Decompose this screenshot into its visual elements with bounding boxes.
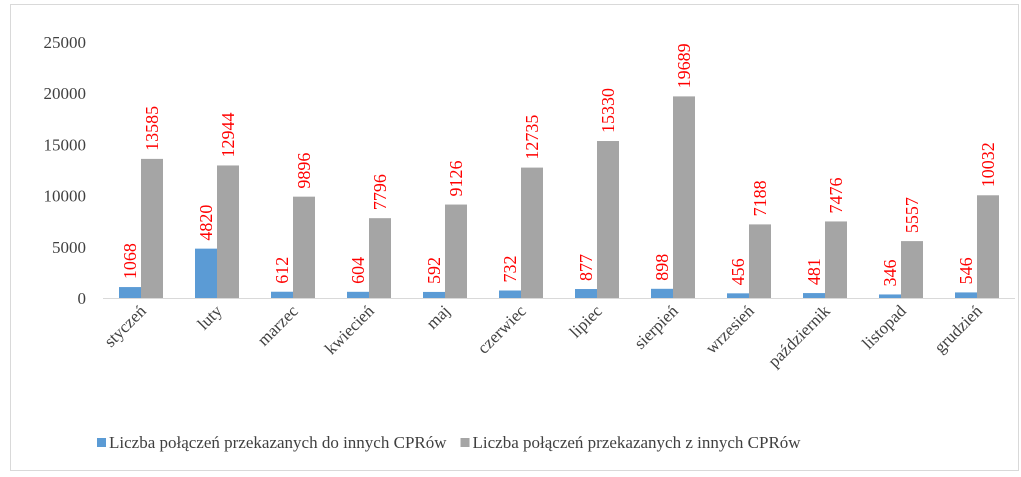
y-tick-label: 20000: [44, 84, 87, 103]
bar: [597, 141, 619, 298]
y-tick-label: 5000: [52, 238, 86, 257]
legend-label: Liczba połączeń przekazanych z innych CP…: [473, 433, 802, 452]
bar: [499, 290, 521, 298]
data-label: 7476: [826, 177, 846, 213]
data-label: 604: [348, 257, 368, 284]
bar: [879, 294, 901, 298]
y-tick-label: 25000: [44, 33, 87, 52]
bar: [727, 293, 749, 298]
data-label: 898: [652, 254, 672, 281]
data-label: 9896: [294, 153, 314, 189]
data-label: 612: [272, 257, 292, 284]
data-label: 13585: [142, 106, 162, 151]
data-label: 7796: [370, 174, 390, 210]
data-label: 481: [804, 258, 824, 285]
legend-swatch: [460, 438, 470, 447]
bar: [347, 291, 369, 298]
y-tick-label: 15000: [44, 135, 87, 154]
data-label: 732: [500, 256, 520, 283]
data-label: 1068: [120, 243, 140, 279]
data-label: 456: [728, 258, 748, 285]
bar: [955, 292, 977, 298]
bar: [803, 293, 825, 298]
data-label: 9126: [446, 161, 466, 197]
data-label: 19689: [674, 43, 694, 88]
bar: [369, 218, 391, 298]
y-tick-label: 10000: [44, 187, 87, 206]
bar: [195, 248, 217, 298]
bar: [271, 291, 293, 298]
bar: [293, 196, 315, 298]
data-label: 346: [880, 259, 900, 286]
legend-label: Liczba połączeń przekazanych do innych C…: [109, 433, 447, 452]
bar: [217, 165, 239, 298]
bar: [825, 221, 847, 298]
bar: [901, 241, 923, 298]
data-label: 10032: [978, 142, 998, 187]
bar: [521, 167, 543, 298]
data-label: 546: [956, 257, 976, 284]
bar: [575, 289, 597, 298]
data-label: 4820: [196, 205, 216, 241]
legend-swatch: [97, 438, 106, 447]
bar: [423, 291, 445, 298]
data-label: 15330: [598, 88, 618, 133]
data-label: 877: [576, 254, 596, 281]
data-label: 5557: [902, 197, 922, 233]
bar: [445, 204, 467, 298]
bar: [119, 287, 141, 298]
data-label: 7188: [750, 180, 770, 216]
data-label: 592: [424, 257, 444, 284]
chart-border: [10, 4, 1019, 471]
bar: [749, 224, 771, 298]
data-label: 12944: [218, 112, 238, 157]
bar: [673, 96, 695, 298]
bar: [977, 195, 999, 298]
data-label: 12735: [522, 115, 542, 160]
bar: [651, 288, 673, 298]
y-tick-label: 0: [78, 289, 87, 308]
bar: [141, 158, 163, 298]
